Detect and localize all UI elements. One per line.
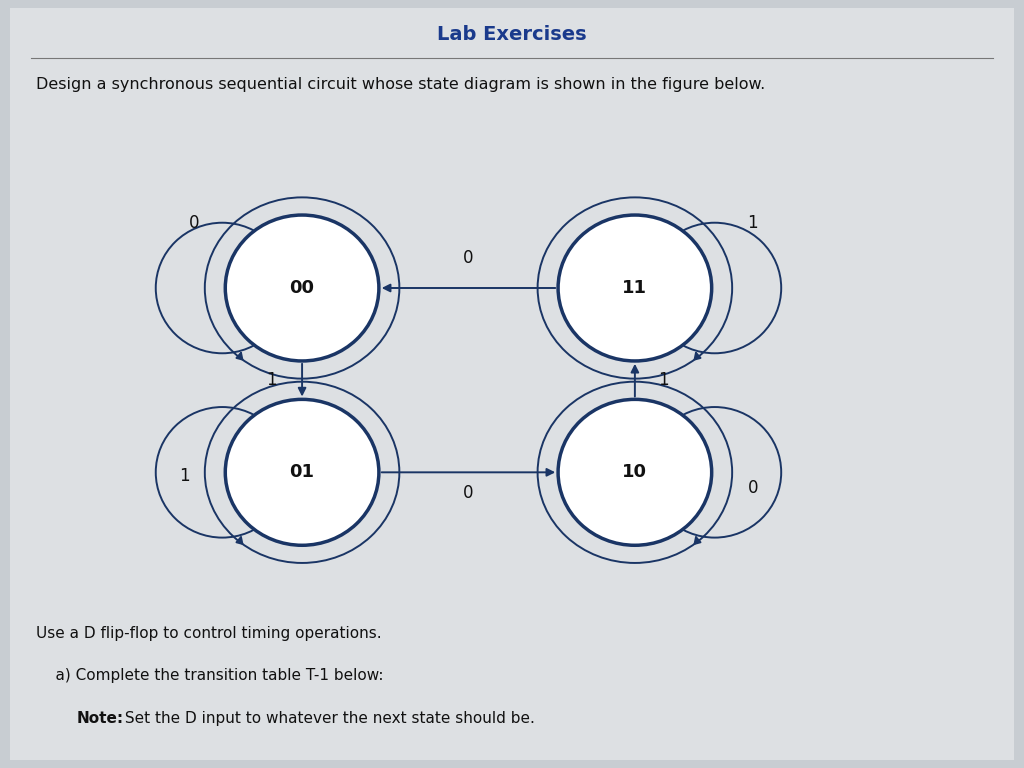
Ellipse shape	[558, 399, 712, 545]
Text: a) Complete the transition table T-1 below:: a) Complete the transition table T-1 bel…	[36, 668, 383, 684]
Text: 0: 0	[463, 249, 473, 267]
Text: Note:: Note:	[77, 710, 124, 726]
FancyBboxPatch shape	[10, 8, 1014, 760]
Text: 01: 01	[290, 463, 314, 482]
Text: Set the D input to whatever the next state should be.: Set the D input to whatever the next sta…	[120, 710, 535, 726]
Ellipse shape	[558, 215, 712, 361]
Text: 1: 1	[179, 467, 189, 485]
Text: Design a synchronous sequential circuit whose state diagram is shown in the figu: Design a synchronous sequential circuit …	[36, 77, 765, 92]
Text: 00: 00	[290, 279, 314, 297]
Text: 1: 1	[748, 214, 758, 232]
Text: 1: 1	[266, 371, 276, 389]
Text: 0: 0	[463, 484, 473, 502]
Text: 10: 10	[623, 463, 647, 482]
Text: 1: 1	[658, 371, 669, 389]
Text: Lab Exercises: Lab Exercises	[437, 25, 587, 44]
Text: Use a D flip-flop to control timing operations.: Use a D flip-flop to control timing oper…	[36, 626, 382, 641]
Text: 0: 0	[748, 478, 758, 497]
Text: 0: 0	[189, 214, 200, 232]
Ellipse shape	[225, 399, 379, 545]
Ellipse shape	[225, 215, 379, 361]
Text: 11: 11	[623, 279, 647, 297]
